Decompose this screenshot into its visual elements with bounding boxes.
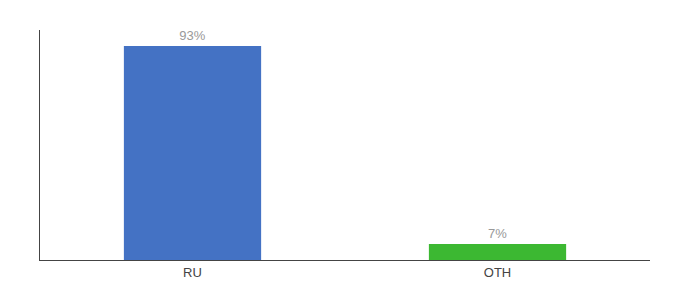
svg-text:OTH: OTH — [484, 265, 511, 280]
svg-text:93%: 93% — [179, 28, 205, 43]
svg-text:7%: 7% — [488, 226, 507, 241]
svg-text:RU: RU — [183, 265, 202, 280]
